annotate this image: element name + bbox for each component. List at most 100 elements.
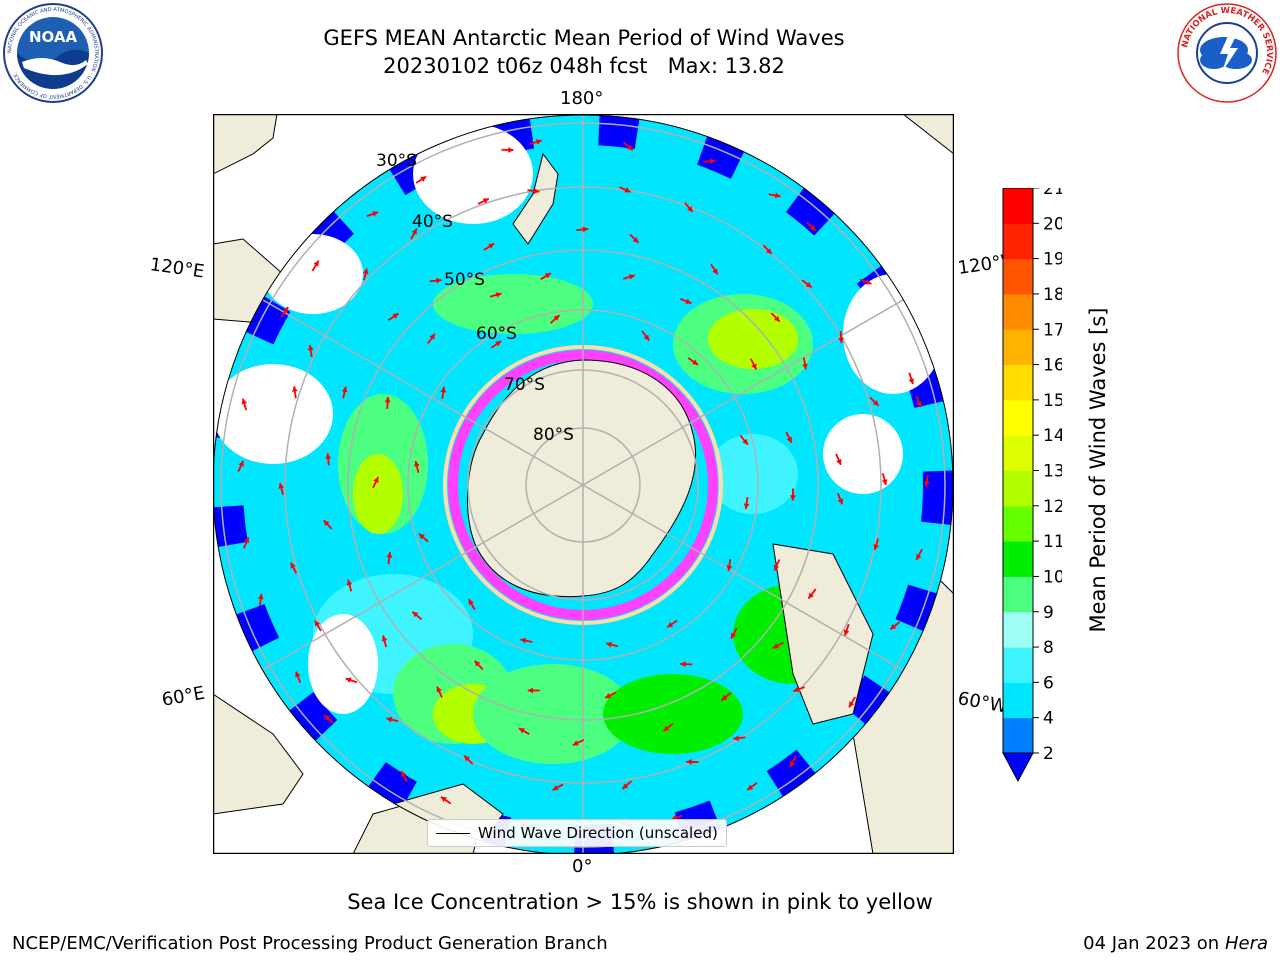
wave-direction-arrow — [881, 473, 888, 486]
wave-direction-arrow — [772, 641, 784, 650]
wave-direction-arrow — [750, 358, 758, 370]
wave-direction-arrow — [623, 141, 634, 151]
wave-direction-arrow — [381, 635, 388, 648]
wave-direction-arrow — [257, 593, 264, 606]
wave-direction-arrow — [410, 228, 418, 240]
wave-direction-arrow — [703, 158, 716, 165]
wave-direction-arrow — [869, 396, 880, 407]
wave-direction-arrow — [540, 272, 552, 281]
wave-direction-arrow — [623, 274, 636, 280]
wave-direction-arrow — [386, 552, 393, 565]
wave-direction-arrow — [687, 357, 699, 366]
wave-direction-arrow — [463, 754, 474, 765]
south-america — [772, 543, 874, 725]
colorbar-band — [1003, 470, 1033, 507]
colorbar-tick-label: 20 — [1043, 214, 1062, 234]
colorbar-tick-label: 8 — [1043, 638, 1054, 658]
wave-direction-arrow — [307, 344, 314, 357]
wave-direction-arrow — [552, 783, 564, 791]
wave-direction-arrow — [807, 588, 817, 600]
wave-direction-arrow — [436, 686, 443, 698]
lat-label-80s: 80°S — [533, 425, 574, 445]
wave-direction-arrow — [770, 312, 781, 323]
wave-direction-arrow — [241, 398, 248, 411]
wave-direction-arrow — [802, 357, 808, 370]
noaa-wordmark: NOAA — [29, 28, 78, 46]
noaa-logo: NATIONAL OCEANIC AND ATMOSPHERIC ADMINIS… — [3, 3, 103, 103]
wave-direction-arrow — [384, 396, 391, 409]
wave-direction-arrow — [743, 496, 750, 510]
wave-direction-arrow — [280, 306, 289, 318]
colorbar: 2 4 6 8 9 10 11 12 13 14 15 16 17 18 19 20 21 — [1002, 188, 1062, 783]
colorbar-band — [1003, 399, 1033, 436]
wave-direction-arrow — [641, 330, 650, 342]
colorbar-band — [1003, 293, 1033, 330]
wave-direction-arrow — [415, 175, 427, 184]
wave-direction-arrow — [843, 623, 850, 636]
chart-title: GEFS MEAN Antarctic Mean Period of Wind … — [323, 26, 845, 50]
wave-direction-arrow — [923, 474, 930, 487]
nws-logo: NATIONAL WEATHER SERVICE — [1177, 3, 1277, 103]
wave-direction-arrow — [837, 492, 844, 505]
lon-label-60e: 60°E — [160, 682, 207, 711]
wave-direction-arrow — [801, 279, 813, 289]
wave-direction-arrow — [789, 756, 797, 768]
wave-direction-arrow — [549, 314, 561, 324]
colorbar-tick-label: 10 — [1043, 567, 1062, 587]
wave-direction-arrow — [414, 460, 420, 473]
wave-direction-arrow — [662, 722, 674, 732]
wave-direction-arrow — [806, 221, 817, 232]
wave-direction-arrow — [605, 641, 619, 648]
legend: Wind Wave Direction (unscaled) — [427, 819, 727, 847]
lat-label-50s: 50°S — [444, 270, 485, 290]
colorbar-band — [1003, 188, 1033, 224]
wave-direction-arrow — [243, 536, 250, 549]
wave-direction-arrow — [400, 770, 408, 783]
wave-direction-arrow — [387, 312, 399, 321]
wave-direction-arrow — [720, 692, 732, 702]
chart-subtitle: 20230102 t06z 048h fcst Max: 13.82 — [383, 54, 785, 78]
wave-direction-arrow — [680, 661, 693, 667]
wave-direction-arrow — [859, 278, 872, 285]
wave-direction-arrow — [726, 559, 733, 572]
credit-line: NCEP/EMC/Verification Post Processing Pr… — [12, 933, 608, 954]
wave-direction-arrow — [440, 386, 447, 399]
colorbar-tick-label: 21 — [1043, 188, 1062, 199]
wave-direction-arrow — [366, 211, 379, 217]
colorbar-tick-label: 2 — [1043, 744, 1054, 764]
wave-direction-arrow — [346, 579, 353, 592]
legend-line-swatch — [436, 832, 470, 834]
colorbar-tick-label: 19 — [1043, 250, 1062, 270]
wave-direction-arrow — [838, 331, 844, 344]
wave-direction-arrow — [527, 188, 540, 194]
colorbar-label: Mean Period of Wind Waves [s] — [1086, 307, 1110, 633]
wave-direction-arrow — [739, 434, 749, 446]
lon-label-60w: 60°W — [956, 688, 1009, 718]
lat-label-70s: 70°S — [504, 375, 545, 395]
wave-direction-arrow — [773, 559, 781, 571]
wave-direction-arrow — [411, 611, 423, 621]
wave-direction-arrow — [621, 780, 633, 790]
lon-label-120e: 120°E — [148, 254, 206, 283]
colorbar-tick-label: 17 — [1043, 320, 1062, 340]
wave-direction-arrow — [418, 533, 429, 543]
colorbar-band — [1003, 647, 1033, 683]
colorbar-tick-label: 13 — [1043, 462, 1062, 482]
wave-direction-arrow — [733, 735, 746, 742]
date-stamp: 04 Jan 2023 on Hera — [1083, 933, 1268, 954]
wave-direction-arrow — [908, 372, 915, 385]
colorbar-band — [1003, 505, 1033, 542]
wave-direction-arrow — [915, 395, 922, 408]
wave-direction-arrow — [915, 548, 923, 561]
wave-direction-arrow — [785, 431, 793, 444]
colorbar-band — [1003, 717, 1033, 754]
wave-direction-arrow — [527, 687, 540, 694]
lon-label-0: 0° — [572, 856, 593, 877]
colorbar-band — [1003, 435, 1033, 471]
wave-direction-arrow — [835, 453, 842, 466]
wave-direction-arrow — [518, 727, 530, 736]
colorbar-tick-label: 12 — [1043, 497, 1062, 517]
wave-direction-arrow — [520, 637, 533, 644]
colorbar-ticks: 2 4 6 8 9 10 11 12 13 14 15 16 17 18 19 20 21 — [1033, 188, 1062, 764]
wave-direction-arrow — [710, 263, 719, 275]
